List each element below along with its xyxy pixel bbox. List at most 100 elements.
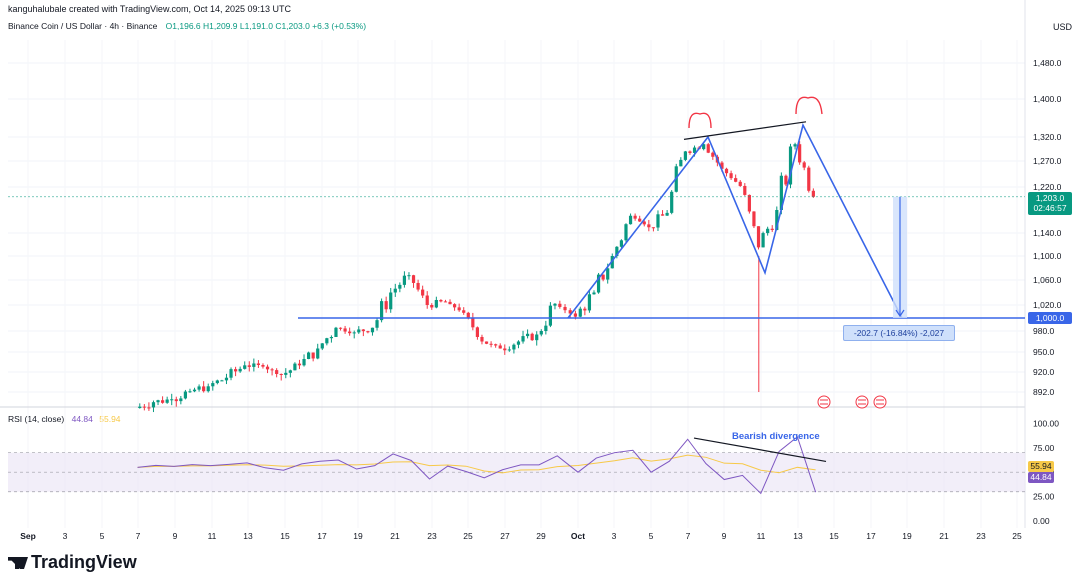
candle-body <box>430 305 434 308</box>
candle-body <box>624 224 628 241</box>
candle-body <box>587 294 592 311</box>
candle-body <box>628 215 633 225</box>
candle-body <box>665 212 669 216</box>
candle-body <box>462 310 466 313</box>
candle-body <box>573 313 578 317</box>
candle-body <box>179 398 183 402</box>
candle-body <box>311 352 315 359</box>
candle-body <box>642 221 646 225</box>
candle-body <box>384 301 388 310</box>
candle-body <box>788 146 793 185</box>
candle-body <box>615 246 619 256</box>
rsi-legend[interactable]: RSI (14, close) 44.84 55.94 <box>8 414 121 424</box>
candle-body <box>770 228 774 230</box>
x-tick-label: 29 <box>536 531 546 541</box>
x-tick-label: 7 <box>136 531 141 541</box>
symbol-legend[interactable]: Binance Coin / US Dollar · 4h · Binance … <box>8 21 366 31</box>
candle-body <box>197 386 201 390</box>
us-flag-icon <box>873 395 887 409</box>
candle-body <box>670 191 674 213</box>
candle-body <box>297 363 302 366</box>
candle-body <box>165 399 169 403</box>
x-tick-label: 13 <box>243 531 253 541</box>
candle-body <box>343 328 347 332</box>
candle-body <box>793 144 797 147</box>
divergence-annotation: Bearish divergence <box>732 431 820 442</box>
y-tick-label: 1,020.0 <box>1033 300 1062 310</box>
candle-body <box>530 333 534 341</box>
candle-body <box>452 304 457 308</box>
candle-body <box>525 333 530 337</box>
candle-body <box>553 303 557 306</box>
candle-body <box>338 327 343 329</box>
candle-body <box>348 331 352 334</box>
candle-body <box>544 325 548 332</box>
x-tick-label: 11 <box>757 531 766 541</box>
candle-body <box>619 240 624 247</box>
candle-body <box>316 348 320 359</box>
x-tick-label: Oct <box>571 531 585 541</box>
y-tick-label: 1,400.0 <box>1033 94 1062 104</box>
candle-body <box>734 178 738 182</box>
y-tick-label: 950.0 <box>1033 347 1055 357</box>
x-tick-label: 17 <box>866 531 876 541</box>
candle-body <box>183 391 188 399</box>
rsi-tick-label: 0.00 <box>1033 516 1050 526</box>
candle-body <box>471 317 475 328</box>
candle-body <box>243 365 247 369</box>
candle-body <box>156 400 160 403</box>
x-tick-label: 23 <box>427 531 437 541</box>
candle-body <box>270 369 274 371</box>
candle-body <box>306 352 311 360</box>
candle-body <box>656 214 660 228</box>
candle-body <box>688 151 692 153</box>
x-axis-ticks: Sep 3 5 7 9 11 13 15 17 19 21 23 25 27 29 Oct 3 5 7 9 11 13 15… <box>20 40 1022 541</box>
candle-body <box>692 147 697 153</box>
rsi-tick-label: 25.00 <box>1033 492 1055 502</box>
candle-body <box>539 331 543 335</box>
candle-body <box>507 349 511 351</box>
candle-body <box>596 274 601 293</box>
head-arc-right <box>795 96 823 115</box>
candle-body <box>798 144 802 163</box>
x-tick-label: 15 <box>829 531 839 541</box>
us-flag-icon <box>855 395 869 409</box>
candle-body <box>535 334 539 341</box>
support-badge: 1,000.0 <box>1028 312 1072 324</box>
candle-body <box>578 308 582 317</box>
candle-body <box>361 329 365 332</box>
candle-body <box>252 363 256 367</box>
candle-body <box>761 233 765 248</box>
countdown-value: 02:46:57 <box>1033 203 1067 213</box>
candle-body <box>439 299 443 302</box>
candle-body <box>302 359 306 366</box>
us-flag-icon <box>817 395 831 409</box>
x-tick-label: 19 <box>902 531 912 541</box>
candle-body <box>206 386 210 392</box>
candle-body <box>480 336 484 342</box>
candle-body <box>457 307 461 311</box>
candle-body <box>279 373 283 375</box>
candle-body <box>407 275 411 277</box>
x-tick-label: 23 <box>976 531 986 541</box>
candle-body <box>233 369 238 372</box>
candle-body <box>147 407 151 409</box>
x-tick-label: Sep <box>20 531 36 541</box>
candle-body <box>443 301 448 303</box>
candle-body <box>247 365 251 367</box>
double-top-pattern <box>567 96 907 319</box>
neckline-top <box>683 121 807 140</box>
x-tick-label: 3 <box>63 531 68 541</box>
ohlc-values: O1,196.6 H1,209.9 L1,191.0 C1,203.0 +6.3… <box>165 21 367 31</box>
x-tick-label: 11 <box>208 531 217 541</box>
x-tick-label: 3 <box>612 531 617 541</box>
candle-body <box>779 175 783 210</box>
candle-body <box>138 406 142 408</box>
candle-body <box>724 168 729 174</box>
brand-name: TradingView <box>31 552 137 572</box>
candle-body <box>601 274 605 280</box>
candle-body <box>729 173 733 179</box>
candle-body <box>568 310 572 314</box>
